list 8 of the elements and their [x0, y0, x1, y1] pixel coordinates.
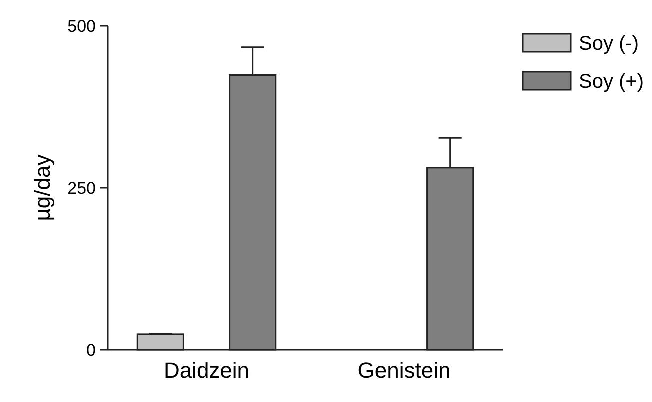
x-tick-label: Daidzein	[164, 358, 250, 383]
y-tick-label: 500	[68, 16, 96, 36]
y-tick-label: 250	[68, 178, 96, 198]
x-tick-label: Genistein	[358, 358, 451, 383]
legend-label: Soy (+)	[579, 71, 644, 93]
legend-label: Soy (-)	[579, 33, 639, 55]
y-axis-title: µg/day	[30, 154, 55, 222]
y-tick-label: 0	[86, 340, 96, 360]
